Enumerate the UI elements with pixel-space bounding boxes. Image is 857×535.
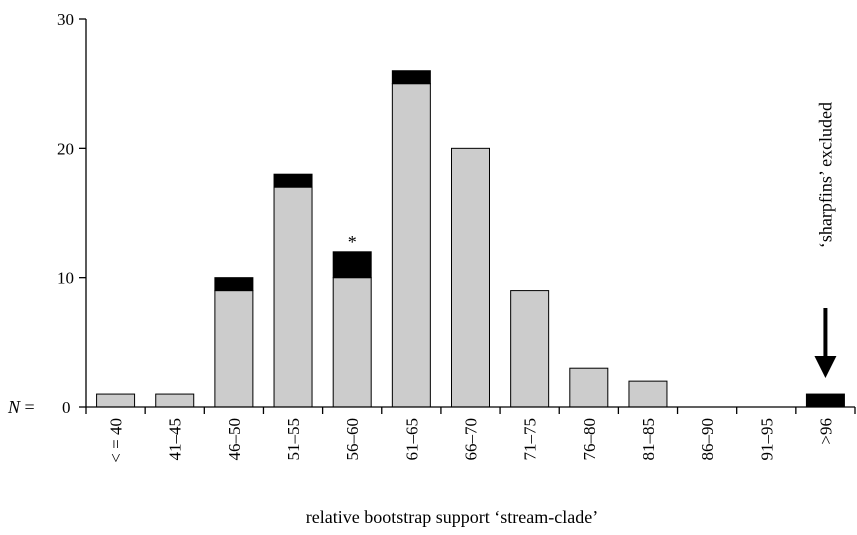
x-tick-label: 91–95 xyxy=(757,418,776,461)
y-tick-label: 30 xyxy=(57,10,74,29)
bar-black-2 xyxy=(214,277,254,292)
bars-group xyxy=(96,70,845,408)
x-axis-title: relative bootstrap support ‘stream-clade… xyxy=(306,507,598,527)
y-axis-label-n: N xyxy=(7,397,21,417)
bar-black-12 xyxy=(805,393,845,408)
excluded-annotation: ‘sharpfins’ excluded xyxy=(815,102,835,248)
x-tick-label: < = 40 xyxy=(107,418,126,463)
x-ticks-group: < = 40 41–45 46–50 51–55 56–60 61–65 66–70 71–7… xyxy=(85,407,856,463)
bar-grey-4 xyxy=(332,277,372,408)
asterisk-annotation: * xyxy=(348,232,357,252)
bar-grey-7 xyxy=(510,290,550,408)
bar-grey-9 xyxy=(628,380,668,408)
x-tick-label: 56–60 xyxy=(343,418,362,461)
bar-black-5 xyxy=(391,70,431,85)
down-arrow-icon xyxy=(814,308,837,378)
x-tick-label: >96 xyxy=(816,418,835,445)
bar-grey-6 xyxy=(451,147,490,408)
x-tick-label: 46–50 xyxy=(225,418,244,461)
bar-grey-3 xyxy=(273,186,313,408)
y-axis-label-eq: = xyxy=(20,397,35,417)
y-tick-label: 20 xyxy=(57,139,74,158)
y-axis-label: N = xyxy=(7,397,35,417)
bar-grey-5 xyxy=(391,83,431,408)
bar-black-4 xyxy=(332,251,372,279)
y-ticks-group: 10 20 30 0 xyxy=(57,10,86,417)
x-tick-label: 71–75 xyxy=(521,418,540,461)
x-tick-label: 66–70 xyxy=(462,418,481,461)
x-tick-label: 61–65 xyxy=(402,418,421,461)
y-tick-label: 10 xyxy=(57,269,74,288)
bar-grey-2 xyxy=(214,290,254,408)
x-tick-label: 76–80 xyxy=(580,418,599,461)
x-tick-label: 41–45 xyxy=(166,418,185,461)
x-tick-label: 51–55 xyxy=(284,418,303,461)
bar-grey-1 xyxy=(155,393,195,408)
x-tick-label: 81–85 xyxy=(639,418,658,461)
bar-grey-8 xyxy=(569,367,609,408)
bar-black-3 xyxy=(273,173,313,188)
y-tick-label: 0 xyxy=(62,398,71,417)
bar-grey-0 xyxy=(96,393,136,408)
x-tick-label: 86–90 xyxy=(698,418,717,461)
